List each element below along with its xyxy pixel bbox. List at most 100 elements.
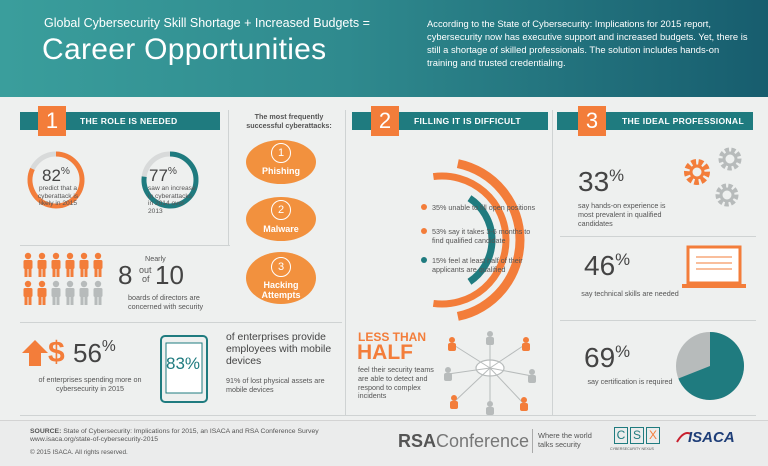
divider: [20, 415, 756, 416]
rsa-logo-bold: RSA: [398, 431, 437, 451]
header-intro: According to the State of Cybersecurity:…: [427, 18, 748, 68]
spend-symbol: $: [48, 336, 65, 369]
attacks-title: The most frequently successful cyberatta…: [246, 112, 332, 130]
ideal-46-value: 46%: [584, 250, 631, 281]
attack-num-1: 1: [271, 143, 291, 163]
bullet-3: [421, 257, 427, 263]
filling-stat-2: 53% say it takes 3-6 months to find qual…: [432, 227, 531, 245]
divider: [560, 236, 756, 237]
csx-sub: CYBERSECURITY NEXUS: [610, 447, 654, 451]
csx-letter-s: S: [630, 427, 644, 444]
person-icon: [79, 280, 89, 305]
section-1-number: 1: [38, 106, 66, 136]
attack-label-2: Malware: [263, 224, 299, 234]
header-subtitle: Global Cybersecurity Skill Shortage + In…: [44, 16, 370, 30]
filling-arc: [432, 172, 510, 308]
pie-icon: [676, 332, 744, 400]
boards-denominator: 10: [155, 260, 184, 290]
divider: [228, 110, 229, 245]
footer: SOURCE: State of Cybersecurity: Implicat…: [0, 420, 768, 466]
isaca-swoosh-icon: [676, 432, 692, 443]
mobile-caption: 91% of lost physical assets are mobile d…: [226, 376, 325, 394]
mobile-headline: of enterprises provide employees with mo…: [226, 332, 332, 367]
section-3-label: THE IDEAL PROFESSIONAL: [622, 116, 744, 126]
copyright: © 2015 ISACA. All rights reserved.: [30, 449, 128, 456]
section-1-bar: [20, 112, 220, 130]
logo-divider: [532, 429, 533, 453]
attack-num-2: 2: [271, 200, 291, 220]
tablet-icon: [160, 335, 208, 403]
dollar-arrow-icon: [22, 340, 48, 366]
ideal-46-caption: say technical skills are needed: [581, 289, 679, 298]
divider: [20, 322, 342, 323]
gear-icon: [684, 159, 710, 185]
person-icon: [51, 280, 61, 305]
spend-caption: of enterprises spending more on cybersec…: [38, 375, 142, 393]
ideal-69-value: 69%: [584, 342, 631, 373]
stat-77-value: 77%: [149, 166, 177, 185]
section-2-label: FILLING IT IS DIFFICULT: [414, 116, 521, 126]
ideal-33-caption: say hands-on experience is most prevalen…: [578, 201, 666, 228]
stat-77-caption: saw an increase in cyberattacks in 2014 …: [148, 185, 196, 215]
laptop-icon: [682, 245, 746, 288]
source-url-link[interactable]: www.isaca.org/state-of-cybersecurity-201…: [30, 436, 159, 443]
boards-caption: boards of directors are concerned with s…: [128, 293, 204, 311]
section-3-bar: [557, 112, 753, 130]
isaca-logo: ISACA: [688, 429, 735, 446]
attack-label-1: Phishing: [262, 166, 300, 176]
stat-82-caption: predict that a cyberattack is likely in …: [37, 185, 79, 208]
person-icon: [65, 252, 75, 277]
filling-stat-3: 15% feel at least half of their applican…: [432, 256, 523, 274]
spend-value: 56%: [73, 338, 116, 368]
person-icon: [93, 252, 103, 277]
person-icon: [37, 252, 47, 277]
person-icon: [37, 280, 47, 305]
filling-arc: [456, 159, 525, 321]
donut-77: [141, 151, 199, 209]
boards-out: out: [139, 265, 152, 275]
section-2-number: 2: [371, 106, 399, 136]
attack-num-3: 3: [271, 257, 291, 277]
divider: [345, 110, 346, 415]
person-icon: [93, 280, 103, 305]
filling-stat-1: 35% unable to fill open positions: [432, 203, 536, 212]
source-line: SOURCE: State of Cybersecurity: Implicat…: [30, 428, 319, 435]
network-icon: [444, 331, 536, 415]
divider: [552, 110, 553, 415]
half-label: HALF: [357, 341, 413, 364]
header-banner: Global Cybersecurity Skill Shortage + In…: [0, 0, 768, 97]
mobile-value: 83%: [166, 354, 201, 373]
page-title: Career Opportunities: [42, 33, 327, 66]
person-icon-grid: [23, 252, 103, 305]
boards-nearly: Nearly: [145, 254, 166, 263]
less-than-half-caption: feel their security teams are able to de…: [358, 365, 434, 401]
bullet-2: [421, 228, 427, 234]
section-3-number: 3: [578, 106, 606, 136]
boards-numerator: 8: [118, 260, 133, 290]
donut-82: [27, 151, 85, 209]
person-icon: [65, 280, 75, 305]
bullet-1: [421, 204, 427, 210]
csx-letter-c: C: [614, 427, 628, 444]
stat-82-value: 82%: [42, 166, 70, 185]
rsa-logo-light: Conference: [436, 431, 530, 451]
less-than-label: LESS THAN: [358, 330, 427, 344]
divider: [20, 245, 230, 246]
gear-icon: [715, 183, 739, 207]
section-2-bar: [352, 112, 548, 130]
attack-label-3: Hacking Attempts: [261, 280, 301, 300]
ideal-33-value: 33%: [578, 166, 625, 197]
boards-of: of: [142, 274, 150, 284]
filling-arcs: [432, 159, 525, 321]
person-icon: [79, 252, 89, 277]
rsa-tagline: Where the world talks security: [538, 431, 592, 449]
filling-arc: [467, 195, 496, 285]
ideal-69-caption: say certification is required: [587, 377, 673, 386]
gear-icon: [718, 147, 742, 171]
divider: [560, 320, 756, 321]
csx-letter-x: X: [646, 427, 660, 444]
person-icon: [23, 252, 33, 277]
person-icon: [23, 280, 33, 305]
person-icon: [51, 252, 61, 277]
section-1-label: THE ROLE IS NEEDED: [80, 116, 178, 126]
